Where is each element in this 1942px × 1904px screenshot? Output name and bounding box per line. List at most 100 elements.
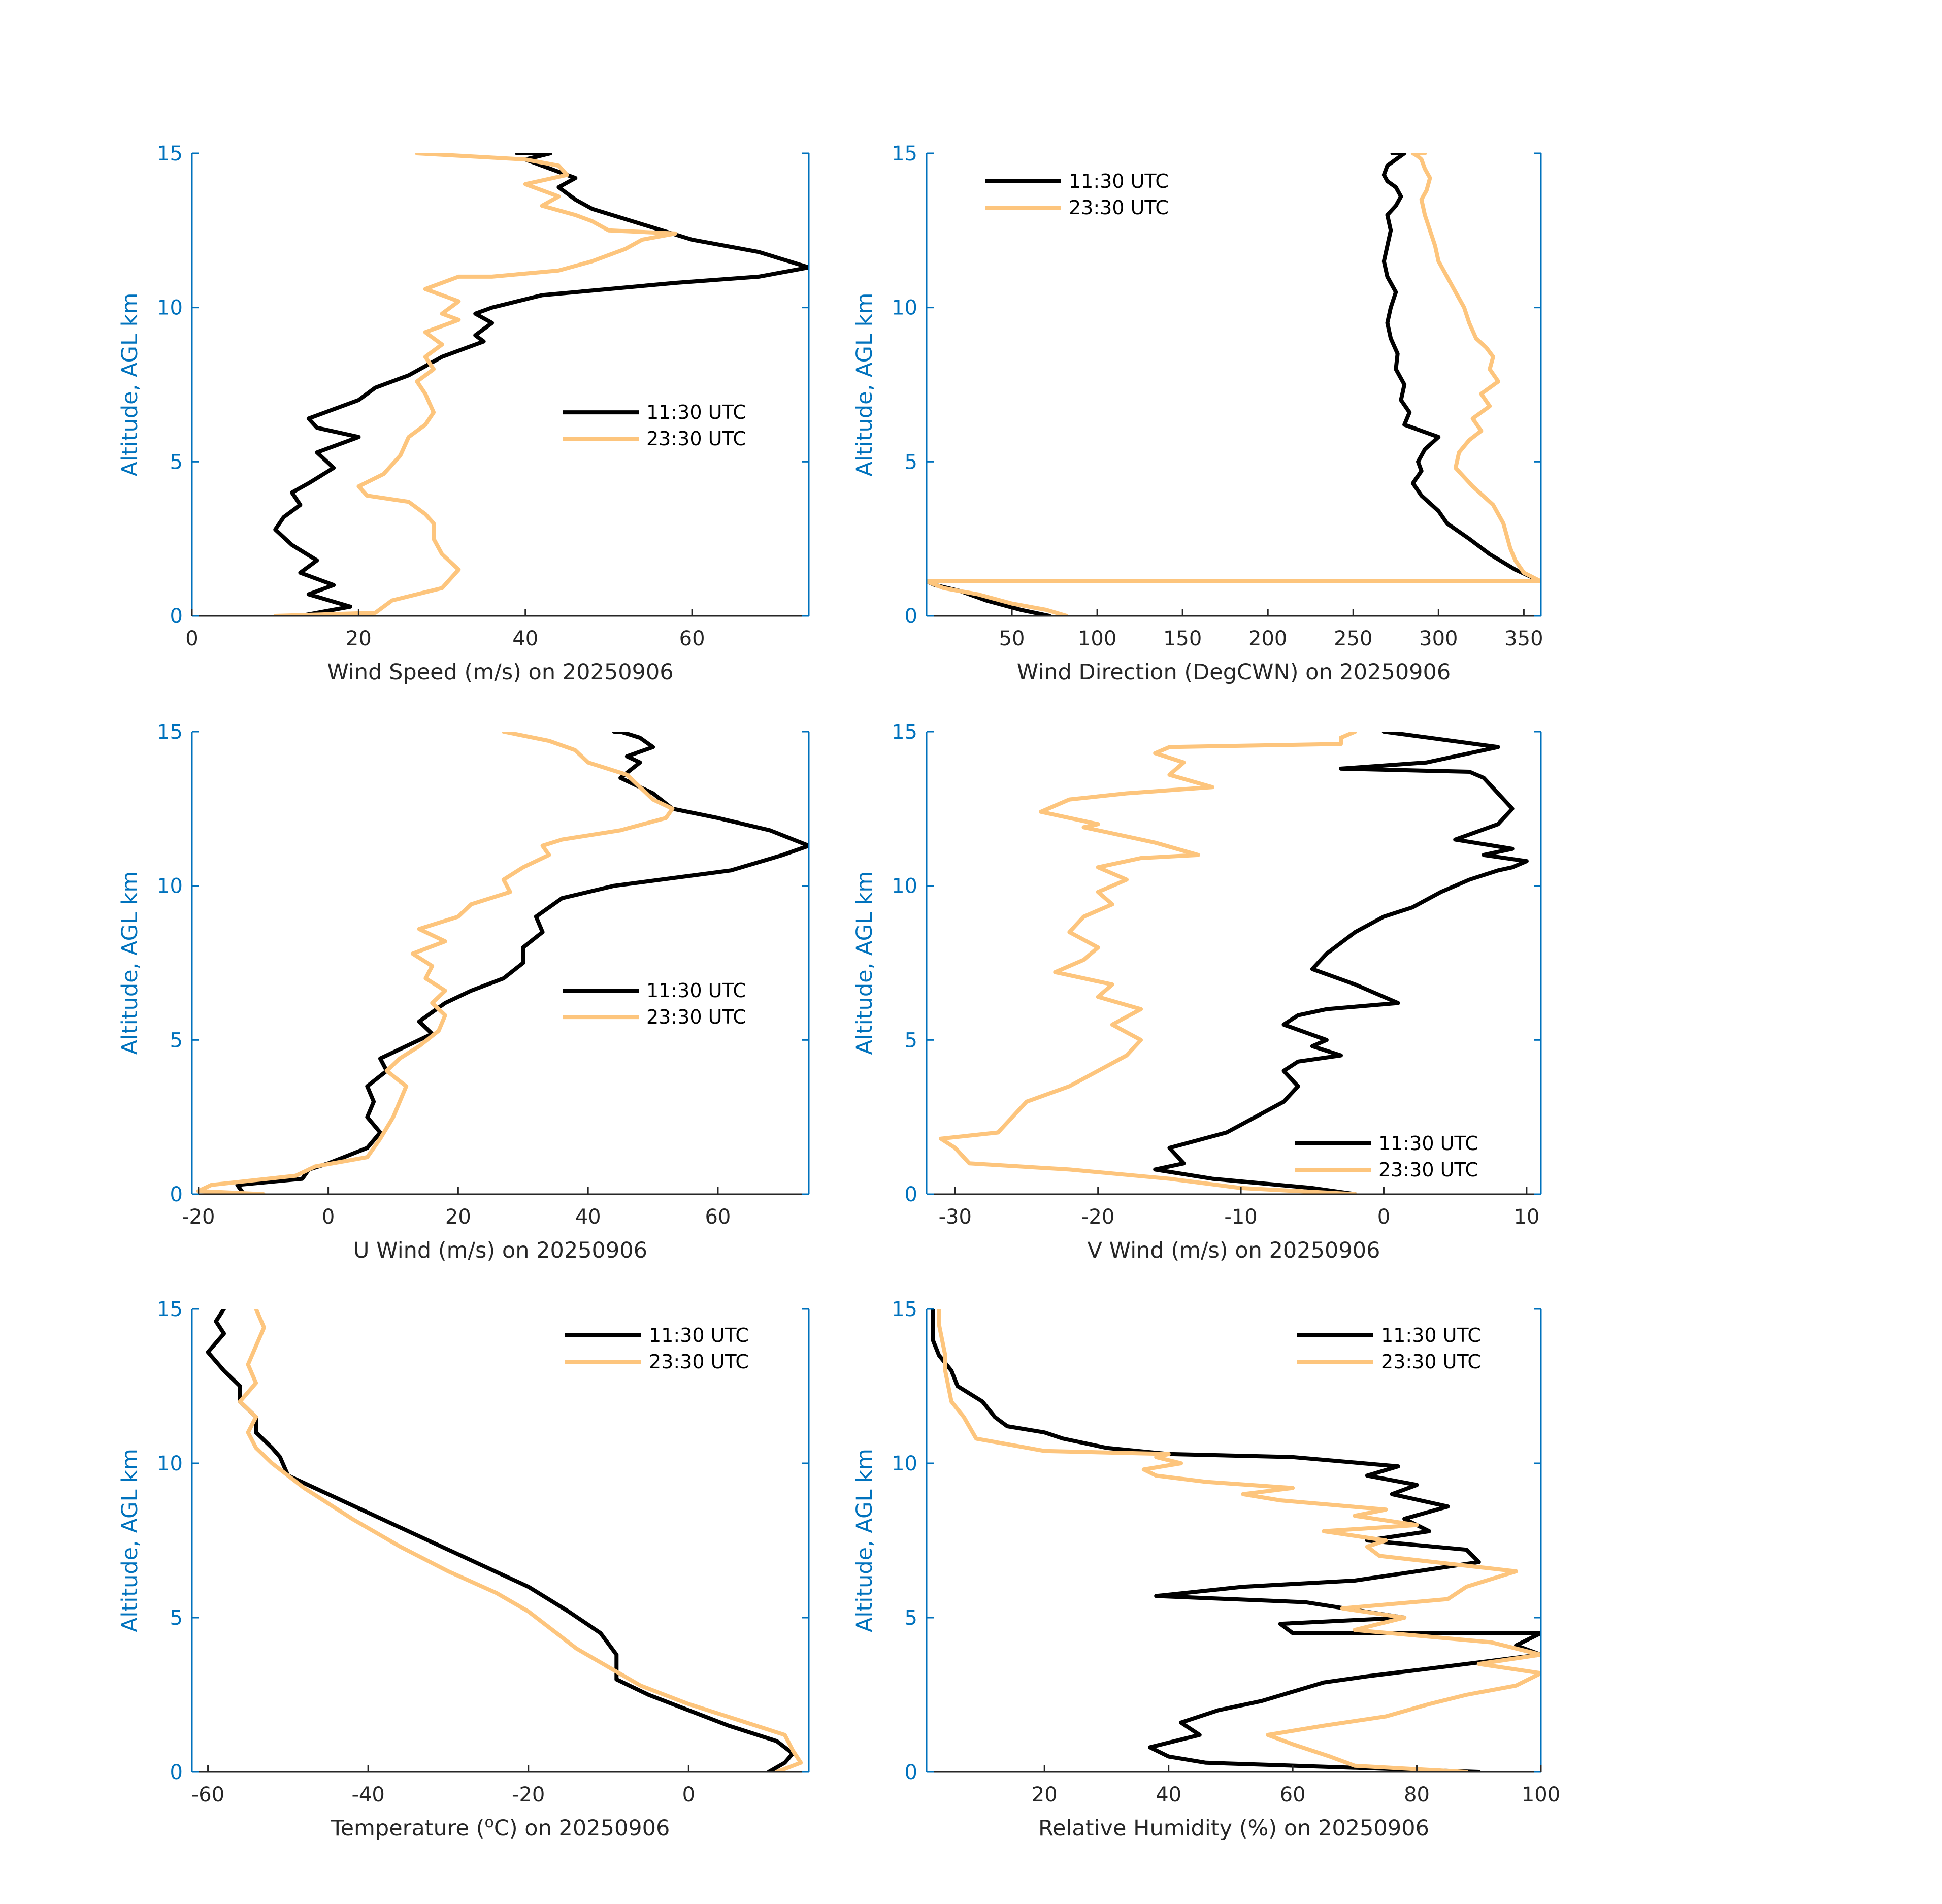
x-tick-label: -20 (512, 1783, 545, 1807)
x-tick-label: 100 (1078, 627, 1116, 650)
x-axis-label: Temperature (oC) on 20250906 (331, 1814, 670, 1841)
x-tick-label: 20 (1032, 1783, 1058, 1807)
y-tick-label: 15 (892, 142, 917, 166)
legend-entry-label: 11:30 UTC (646, 401, 746, 423)
y-axis-label: Altitude, AGL km (852, 1449, 877, 1632)
y-tick-label: 0 (905, 1183, 917, 1206)
y-axis-label: Altitude, AGL km (852, 293, 877, 477)
series-line-1130-utc (927, 153, 1541, 616)
legend-entry-label: 23:30 UTC (1069, 196, 1169, 219)
chart-wind-speed: 0 5 10 15 0 20 40 60 Wind Speed (m/s) on 2025090… (117, 142, 810, 685)
x-tick-label: 0 (185, 627, 198, 650)
x-tick-label: 80 (1404, 1783, 1430, 1807)
chart-relative-humidity: 0 5 10 15 20 40 60 80 100 Relative Humidity (%) o… (852, 1298, 1560, 1841)
series-line-1130-utc (206, 1309, 795, 1772)
legend-entry-label: 23:30 UTC (1378, 1159, 1478, 1181)
y-tick-label: 15 (157, 1298, 183, 1321)
x-tick-label: -40 (351, 1783, 384, 1807)
x-tick-label: 0 (682, 1783, 695, 1807)
x-tick-label: -20 (1081, 1205, 1114, 1229)
y-tick-label: 15 (157, 720, 183, 744)
x-axis-label: Relative Humidity (%) on 20250906 (1038, 1816, 1429, 1841)
y-tick-label: 5 (905, 450, 917, 474)
x-tick-label: 200 (1248, 627, 1287, 650)
series-line-1130-utc (931, 1309, 1541, 1772)
chart-temperature: 0 5 10 15 -60 -40 -20 0 Temperature (oC) on 2025… (117, 1298, 810, 1841)
y-tick-label: 5 (905, 1606, 917, 1630)
series-line-2330-utc (937, 1309, 1541, 1772)
y-tick-label: 15 (892, 720, 917, 744)
y-tick-label: 10 (157, 875, 183, 898)
x-tick-label: 40 (575, 1205, 601, 1229)
x-tick-label: -10 (1224, 1205, 1257, 1229)
legend: 11:30 UTC 23:30 UTC (985, 170, 1169, 219)
x-tick-label: -20 (182, 1205, 215, 1229)
x-tick-label: 100 (1522, 1783, 1560, 1807)
legend: 11:30 UTC 23:30 UTC (1295, 1132, 1478, 1181)
legend-entry-label: 23:30 UTC (646, 1006, 746, 1028)
x-tick-label: -60 (191, 1783, 224, 1807)
x-tick-label: 40 (1156, 1783, 1181, 1807)
legend-entry-label: 23:30 UTC (1381, 1351, 1481, 1373)
legend-entry-label: 11:30 UTC (646, 979, 746, 1002)
x-tick-label: 60 (705, 1205, 731, 1229)
legend: 11:30 UTC 23:30 UTC (563, 979, 746, 1028)
x-tick-label: 350 (1504, 627, 1543, 650)
y-axis-label: Altitude, AGL km (117, 293, 143, 477)
x-tick-label: 150 (1163, 627, 1202, 650)
legend: 11:30 UTC 23:30 UTC (565, 1324, 749, 1373)
legend-entry-label: 23:30 UTC (649, 1351, 749, 1373)
x-tick-label: 50 (999, 627, 1025, 650)
series-line-2330-utc (939, 732, 1358, 1194)
y-tick-label: 10 (157, 1452, 183, 1475)
x-axis-label: Wind Direction (DegCWN) on 20250906 (1017, 660, 1451, 685)
x-tick-label: 60 (1280, 1783, 1306, 1807)
y-tick-label: 15 (892, 1298, 917, 1321)
series-line-2330-utc (273, 153, 678, 616)
y-tick-label: 5 (170, 1029, 183, 1052)
legend: 11:30 UTC 23:30 UTC (563, 401, 746, 450)
y-tick-label: 5 (170, 450, 183, 474)
y-tick-label: 10 (892, 297, 917, 320)
y-axis-label: Altitude, AGL km (117, 1449, 143, 1632)
x-tick-label: -30 (939, 1205, 972, 1229)
chart-wind-direction: 0 5 10 15 50 100 150 200 250 300 350 Wind Direction… (852, 142, 1543, 685)
legend-entry-label: 11:30 UTC (1378, 1132, 1478, 1155)
chart-v-wind: 0 5 10 15 -30 -20 -10 0 10 V Wind (m/s) on 202509… (852, 720, 1542, 1263)
series-line-1130-utc (273, 153, 809, 616)
x-tick-label: 20 (445, 1205, 471, 1229)
series-line-1130-utc (235, 732, 809, 1194)
y-tick-label: 5 (905, 1029, 917, 1052)
y-tick-label: 10 (157, 297, 183, 320)
x-tick-label: 20 (346, 627, 372, 650)
legend-entry-label: 11:30 UTC (1381, 1324, 1481, 1347)
x-axis-label: Wind Speed (m/s) on 20250906 (327, 660, 673, 685)
y-tick-label: 5 (170, 1606, 183, 1630)
x-tick-label: 250 (1334, 627, 1372, 650)
x-tick-label: 60 (679, 627, 705, 650)
series-line-2330-utc (238, 1309, 803, 1772)
series-line-2330-utc (927, 153, 1541, 616)
legend: 11:30 UTC 23:30 UTC (1297, 1324, 1481, 1373)
y-tick-label: 0 (905, 605, 917, 628)
y-axis-label: Altitude, AGL km (117, 871, 143, 1055)
x-axis-label: U Wind (m/s) on 20250906 (353, 1238, 647, 1263)
series-line-1130-utc (1153, 732, 1529, 1194)
x-tick-label: 40 (512, 627, 538, 650)
y-tick-label: 10 (892, 875, 917, 898)
x-tick-label: 10 (1513, 1205, 1539, 1229)
legend-entry-label: 23:30 UTC (646, 428, 746, 450)
x-tick-label: 0 (1377, 1205, 1390, 1229)
series-line-2330-utc (196, 732, 675, 1194)
y-axis-label: Altitude, AGL km (852, 871, 877, 1055)
y-tick-label: 0 (905, 1761, 917, 1784)
legend-entry-label: 11:30 UTC (1069, 170, 1169, 192)
legend-entry-label: 11:30 UTC (649, 1324, 749, 1347)
y-tick-label: 0 (170, 1761, 183, 1784)
y-tick-label: 10 (892, 1452, 917, 1475)
y-tick-label: 0 (170, 605, 183, 628)
y-tick-label: 15 (157, 142, 183, 166)
y-tick-label: 0 (170, 1183, 183, 1206)
